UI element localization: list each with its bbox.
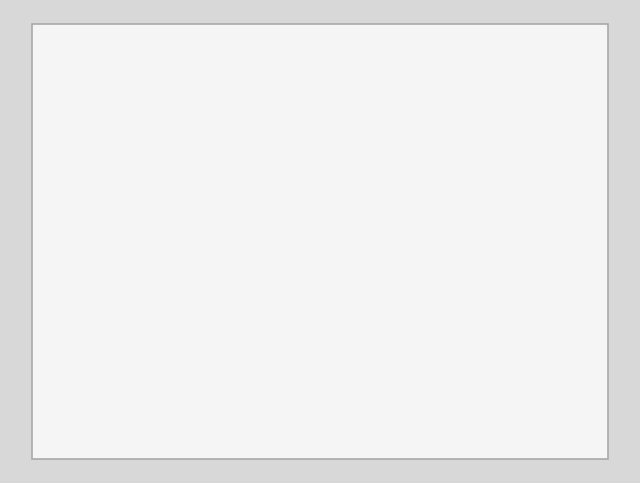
Text: Distribution: Distribution	[265, 354, 375, 372]
Text: Calculations: Calculations	[171, 198, 285, 216]
Text: Refund: Refund	[149, 354, 214, 372]
Text: Measurements: Measurements	[344, 198, 480, 216]
Text: Experiments: Experiments	[343, 302, 458, 320]
Text: Repair: Repair	[428, 354, 489, 372]
Text: Bill of Materials: Bill of Materials	[246, 93, 394, 112]
Text: Testing: Testing	[287, 250, 353, 268]
Text: Production: Production	[189, 302, 289, 320]
Text: Design: Design	[289, 145, 351, 164]
